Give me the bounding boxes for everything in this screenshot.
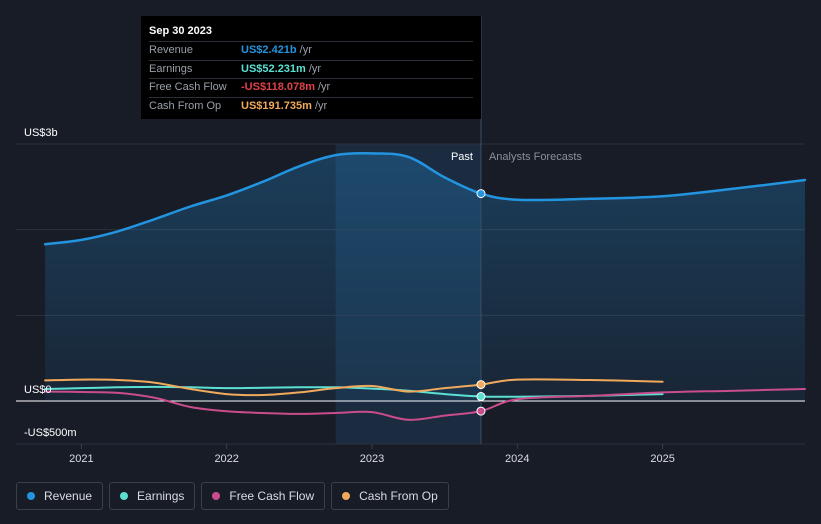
tooltip-value: US$52.231m	[241, 62, 306, 75]
legend-label: Revenue	[44, 489, 93, 503]
earnings-marker	[476, 392, 486, 402]
series-markers	[476, 189, 486, 416]
legend-label: Free Cash Flow	[229, 489, 315, 503]
x-tick-label: 2021	[69, 453, 93, 465]
x-tick-label: 2023	[360, 453, 384, 465]
tooltip-value: US$2.421b	[241, 44, 297, 56]
x-tick-label: 2025	[650, 453, 674, 465]
legend-label: Earnings	[137, 489, 185, 503]
tooltip-label: Earnings	[149, 62, 193, 75]
tooltip-row-revenue: Revenue US$2.421b /yr	[149, 41, 473, 60]
series-lines	[43, 151, 807, 421]
tooltip-label: Free Cash Flow	[149, 81, 227, 93]
tooltip-value: -US$118.078m	[241, 81, 315, 93]
legend: Revenue Earnings Free Cash Flow Cash Fro…	[16, 482, 449, 510]
y-tick-label: -US$500m	[24, 427, 77, 439]
cash-from-op-marker	[476, 380, 486, 390]
free-cash-flow-line	[44, 388, 806, 421]
tooltip-row-earnings: Earnings US$52.231m /yr	[149, 59, 473, 79]
revenue-line	[43, 151, 807, 246]
legend-dot-icon	[120, 492, 129, 500]
tooltip-row-cash-from-op: Cash From Op US$191.735m /yr	[149, 96, 473, 116]
tooltip-unit: /yr	[318, 81, 331, 93]
tooltip-date: Sep 30 2023	[149, 25, 212, 37]
legend-item-free-cash-flow[interactable]: Free Cash Flow	[201, 482, 326, 510]
legend-item-revenue[interactable]: Revenue	[16, 482, 104, 510]
legend-dot-icon	[342, 492, 351, 500]
y-tick-label: US$3b	[24, 127, 58, 139]
forecast-label: Analysts Forecasts	[489, 151, 582, 163]
tooltip-unit: /yr	[314, 99, 328, 112]
cash-from-op-line	[44, 378, 664, 397]
y-tick-label: US$0	[24, 384, 52, 396]
tooltip-label: Cash From Op	[149, 99, 222, 112]
financial-chart: US$3b US$0 -US$500m 2021 2022 2023 2024 2025 Pa…	[16, 16, 807, 465]
legend-item-earnings[interactable]: Earnings	[109, 482, 196, 510]
tooltip-value: US$191.735m	[241, 99, 312, 112]
revenue-marker	[476, 189, 486, 199]
past-label: Past	[451, 151, 473, 163]
revenue-area-fill	[45, 153, 805, 401]
earnings-line	[44, 385, 664, 398]
revenue-area	[45, 153, 805, 401]
axis-labels: US$3b US$0 -US$500m 2021 2022 2023 2024 2025	[24, 127, 675, 465]
legend-item-cash-from-op[interactable]: Cash From Op	[331, 482, 449, 510]
tooltip-unit: /yr	[299, 44, 312, 56]
legend-label: Cash From Op	[359, 489, 438, 503]
free-cash-flow-marker	[476, 406, 486, 416]
tooltip-label: Revenue	[149, 44, 194, 56]
tooltip-unit: /yr	[308, 62, 322, 75]
legend-dot-icon	[27, 492, 35, 500]
tooltip: Sep 30 2023 Revenue US$2.421b /yr Earnin…	[141, 16, 481, 119]
x-tick-label: 2024	[505, 453, 529, 465]
tooltip-row-free-cash-flow: Free Cash Flow -US$118.078m /yr	[149, 78, 473, 97]
legend-dot-icon	[212, 492, 221, 500]
x-tick-label: 2022	[214, 453, 238, 465]
